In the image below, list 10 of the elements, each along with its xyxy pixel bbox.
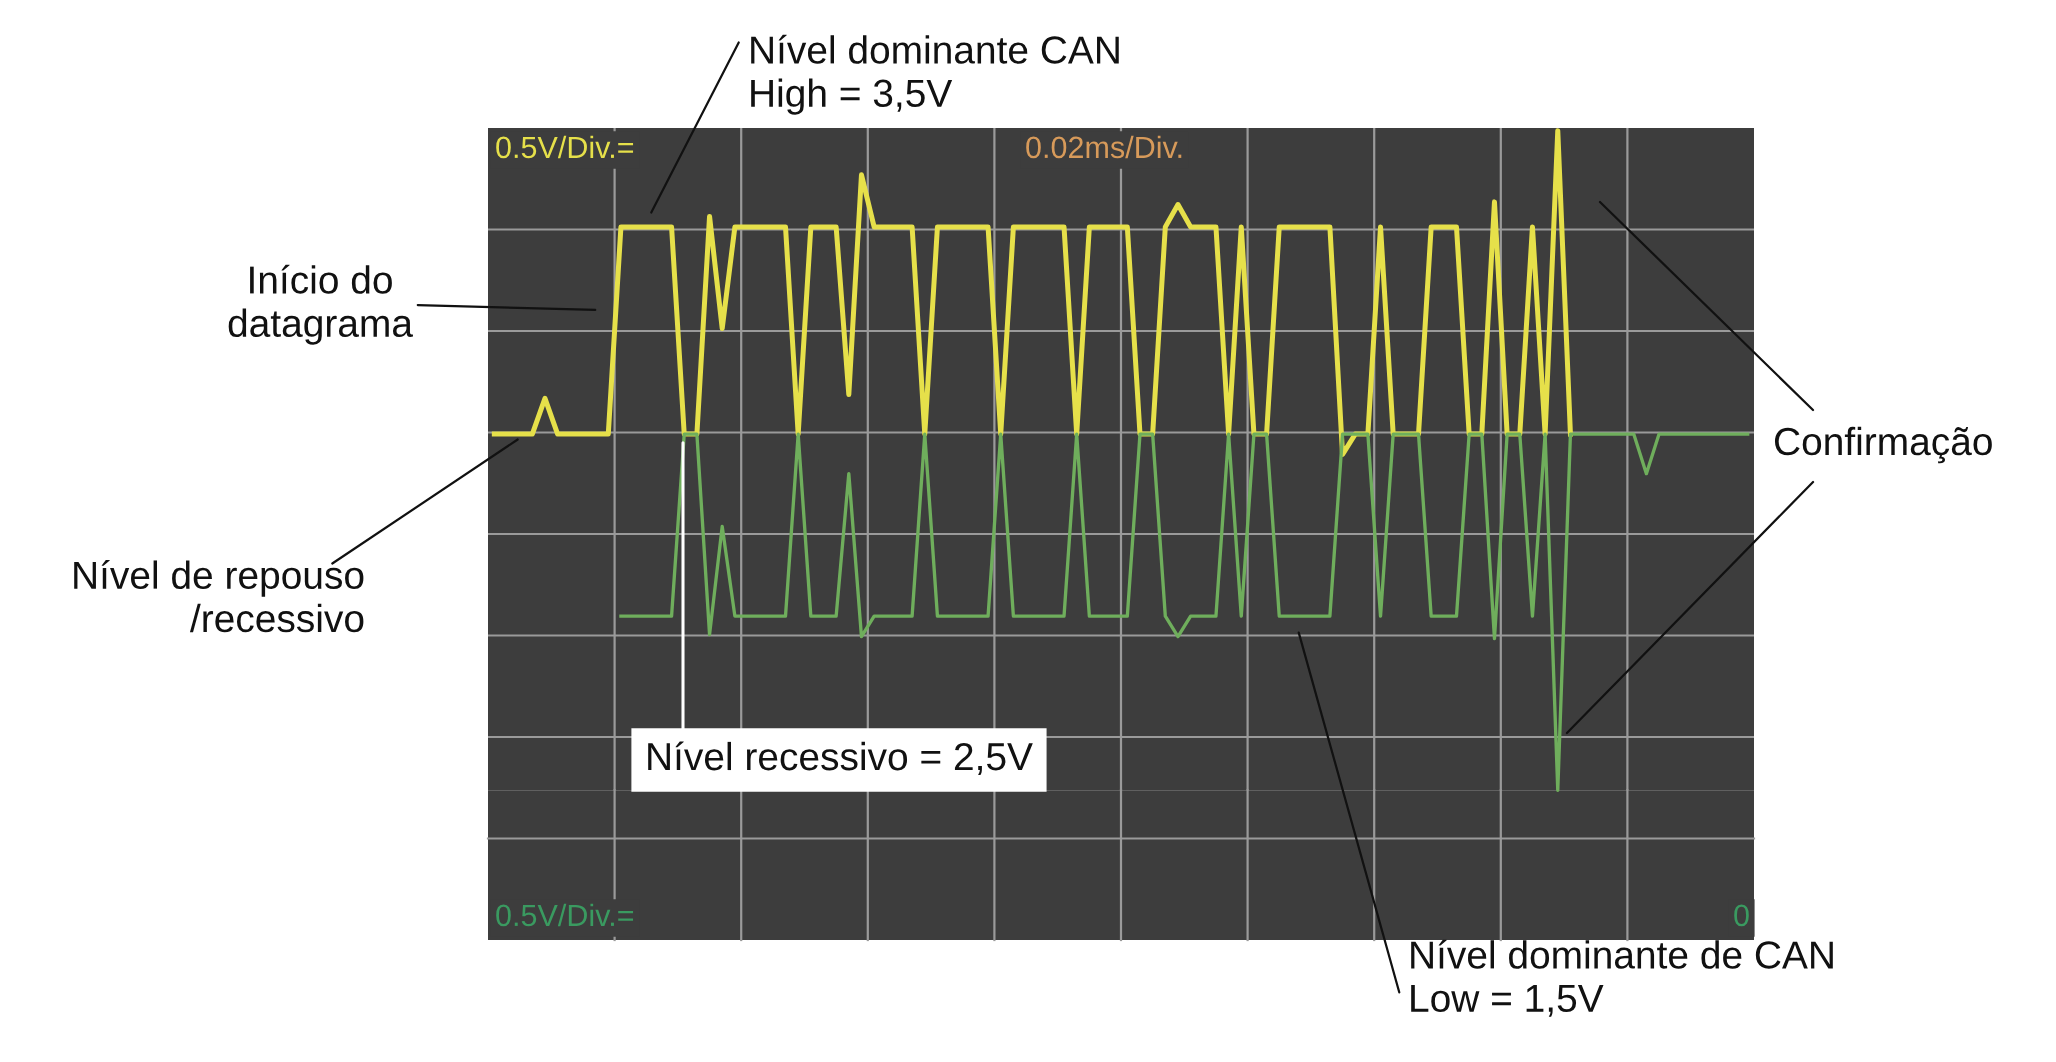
annotation: Nível recessivo = 2,5V	[648, 741, 1033, 776]
text: 0.5V/Div.=	[496, 903, 634, 927]
annotation: 0.5V/Div.=	[496, 135, 634, 159]
text: Nível dominante de CAN Low = 1,5V	[1411, 939, 1833, 1017]
text: Nível dominante CAN High = 3,5V	[751, 34, 1119, 115]
text: Confirmação	[1774, 426, 1992, 464]
annotation: 0.02ms/Div.	[1026, 135, 1182, 159]
text: 0	[1734, 904, 1749, 927]
text: Início do datagrama	[228, 264, 413, 345]
text: Nível de repouso /recessivo	[74, 560, 364, 633]
